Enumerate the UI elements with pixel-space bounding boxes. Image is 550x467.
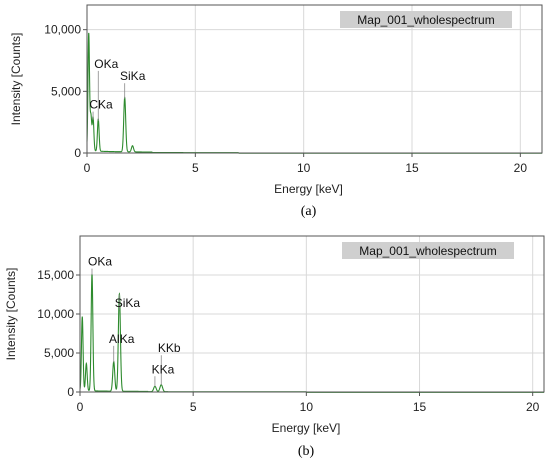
x-tick-label: 0	[77, 400, 84, 414]
x-tick-label: 10	[297, 161, 311, 175]
chart-panel-2: 0 5 10 15 20 0 5,000 10,000 15,000 Energy [keV] In…	[4, 235, 545, 459]
y-tick-label: 5,000	[51, 84, 81, 98]
peak-label: SiKa	[115, 296, 141, 310]
legend-box	[340, 11, 512, 28]
legend-box	[342, 242, 514, 259]
x-tick-label: 15	[405, 161, 419, 175]
spectrum-line	[86, 32, 239, 154]
y-tick-label: 10,000	[44, 23, 81, 37]
x-tick-label: 5	[190, 400, 197, 414]
peak-label: KKb	[158, 341, 181, 355]
y-tick-label: 5,000	[44, 346, 74, 360]
chart-panel-1: 0 5 10 15 20 0 5,000 10,000 Energy [keV] Intensit…	[9, 4, 543, 219]
plot-frame	[86, 4, 543, 154]
panel-caption: (b)	[298, 444, 315, 459]
x-tick-label: 5	[192, 161, 199, 175]
x-axis-label: Energy [keV]	[274, 182, 343, 196]
x-tick-label: 0	[84, 161, 91, 175]
peak-label: CKa	[89, 98, 113, 112]
peak-label: OKa	[94, 57, 118, 71]
x-tick-label: 10	[300, 400, 314, 414]
panel-caption: (a)	[301, 204, 317, 219]
peak-label: KKa	[152, 362, 175, 376]
y-tick-label: 0	[67, 385, 74, 399]
y-axis-label: Intensity [Counts]	[4, 268, 18, 361]
peak-label: OKa	[88, 255, 112, 269]
x-tick-label: 20	[514, 161, 528, 175]
legend-entry: Map_001_wholespectrum	[357, 13, 494, 27]
y-tick-label: 15,000	[37, 268, 74, 282]
x-tick-label: 15	[413, 400, 427, 414]
y-axis-label: Intensity [Counts]	[9, 33, 23, 126]
legend-entry: Map_001_wholespectrum	[359, 244, 496, 258]
peak-label: AlKa	[109, 332, 135, 346]
y-tick-label: 10,000	[37, 307, 74, 321]
x-axis-label: Energy [keV]	[272, 421, 341, 435]
x-tick-label: 20	[526, 400, 540, 414]
y-tick-label: 0	[74, 146, 81, 160]
peak-label: SiKa	[120, 69, 146, 83]
